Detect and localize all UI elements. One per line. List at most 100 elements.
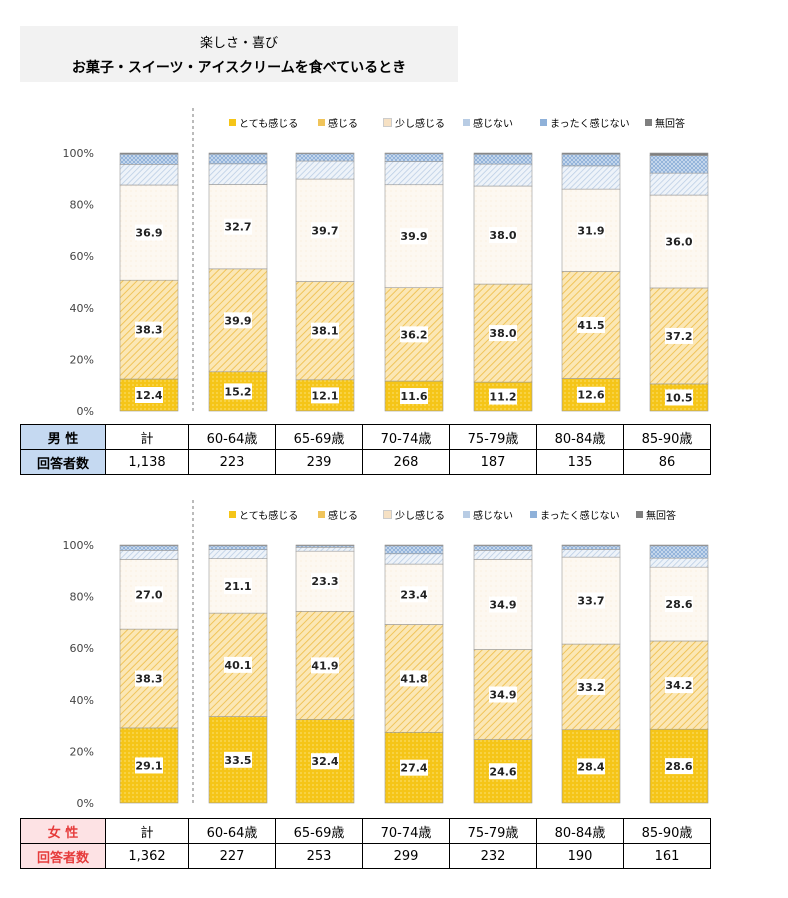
data-label-bg: [400, 670, 428, 687]
male-count-row: 回答者数 1,138 223 239 268 187 135 86: [20, 449, 711, 475]
y-tick-label: 20%: [70, 353, 94, 366]
legend-item: 感じない: [463, 507, 513, 522]
data-label: 33.2: [577, 681, 604, 694]
data-label: 34.9: [489, 689, 516, 702]
female-count-row: 回答者数 1,362 227 253 299 232 190 161: [20, 843, 711, 869]
data-label-bg: [577, 316, 605, 333]
bar-segment: [119, 544, 179, 547]
male-category: 75-79歳: [449, 424, 537, 450]
y-tick-label: 0%: [77, 797, 94, 810]
title-box: 楽しさ・喜び お菓子・スイーツ・アイスクリームを食べているとき: [20, 26, 458, 82]
data-label: 38.3: [135, 324, 162, 337]
data-label: 38.0: [489, 229, 516, 242]
bar-segment: [295, 544, 355, 547]
female-count: 253: [275, 843, 363, 869]
data-label-bg: [135, 387, 163, 404]
bar-segment: [295, 152, 355, 155]
data-label-bg: [577, 592, 605, 609]
y-tick-label: 100%: [63, 147, 94, 160]
data-label: 36.9: [135, 227, 162, 240]
bar-segment: [119, 545, 179, 551]
bar-segment: [561, 152, 621, 155]
data-label: 23.4: [400, 588, 427, 601]
data-label-bg: [224, 577, 252, 594]
bar-segment: [561, 545, 621, 550]
data-label-bg: [665, 389, 693, 406]
data-label-bg: [577, 386, 605, 403]
data-label-bg: [135, 670, 163, 687]
legend-item: 少し感じる: [383, 507, 445, 522]
data-label-bg: [665, 758, 693, 775]
data-label-bg: [665, 677, 693, 694]
y-tick-label: 40%: [70, 694, 94, 707]
female-count: 227: [188, 843, 276, 869]
data-label-bg: [665, 596, 693, 613]
data-label: 11.2: [489, 391, 516, 404]
data-label-bg: [311, 387, 339, 404]
legend-item: 感じる: [318, 507, 358, 522]
data-label: 37.2: [665, 330, 692, 343]
bar-segment: [473, 550, 533, 560]
data-label: 12.4: [135, 389, 162, 402]
bar-segment: [473, 544, 533, 547]
bar-segment: [561, 544, 621, 547]
female-table: 女 性 計 60-64歳 65-69歳 70-74歳 75-79歳 80-84歳…: [20, 818, 711, 869]
female-category: 60-64歳: [188, 818, 276, 844]
y-tick-label: 80%: [70, 591, 94, 604]
legend-item: 無回答: [636, 507, 676, 522]
bar-segment: [119, 152, 179, 155]
data-label: 32.4: [311, 755, 338, 768]
data-label-bg: [489, 763, 517, 780]
male-count: 135: [536, 449, 624, 475]
data-label: 28.6: [665, 598, 692, 611]
data-label-bg: [400, 326, 428, 343]
male-count-label: 回答者数: [20, 449, 106, 475]
female-category: 85-90歳: [623, 818, 711, 844]
data-label: 11.6: [400, 390, 427, 403]
data-label-bg: [577, 222, 605, 239]
data-label: 41.9: [311, 659, 338, 672]
male-count: 187: [449, 449, 537, 475]
female-category: 75-79歳: [449, 818, 537, 844]
data-label: 12.1: [311, 389, 338, 402]
data-label-bg: [224, 751, 252, 768]
female-category-row: 女 性 計 60-64歳 65-69歳 70-74歳 75-79歳 80-84歳…: [20, 818, 711, 844]
male-count: 239: [275, 449, 363, 475]
data-label-bg: [665, 327, 693, 344]
bar-segment: [649, 544, 709, 547]
data-label-bg: [400, 228, 428, 245]
y-tick-label: 0%: [77, 405, 94, 418]
data-label: 38.1: [311, 325, 338, 338]
male-category: 60-64歳: [188, 424, 276, 450]
female-category: 80-84歳: [536, 818, 624, 844]
data-label: 21.1: [224, 580, 251, 593]
bar-segment: [384, 544, 444, 547]
data-label: 10.5: [665, 391, 692, 404]
legend-item: まったく感じない: [540, 115, 630, 130]
data-label-bg: [135, 757, 163, 774]
legend-item: とても感じる: [229, 507, 298, 522]
bar-segment: [384, 553, 444, 565]
bar-segment: [384, 152, 444, 155]
data-label-bg: [489, 686, 517, 703]
data-label-bg: [135, 321, 163, 338]
data-label: 31.9: [577, 224, 604, 237]
data-label-bg: [311, 322, 339, 339]
data-label-bg: [577, 678, 605, 695]
data-label: 27.0: [135, 588, 162, 601]
data-label: 41.5: [577, 319, 604, 332]
legend-item: 感じる: [318, 115, 358, 130]
legend-item: まったく感じない: [530, 507, 620, 522]
data-label-bg: [577, 758, 605, 775]
bar-segment: [473, 545, 533, 551]
data-label: 27.4: [400, 762, 427, 775]
bar-segment: [561, 549, 621, 558]
data-label-bg: [311, 657, 339, 674]
bar-segment: [208, 549, 268, 559]
data-label: 38.0: [489, 327, 516, 340]
female-label: 女 性: [20, 818, 106, 844]
data-label-bg: [224, 218, 252, 235]
data-label: 28.6: [665, 760, 692, 773]
female-count: 161: [623, 843, 711, 869]
data-label: 36.0: [665, 235, 692, 248]
